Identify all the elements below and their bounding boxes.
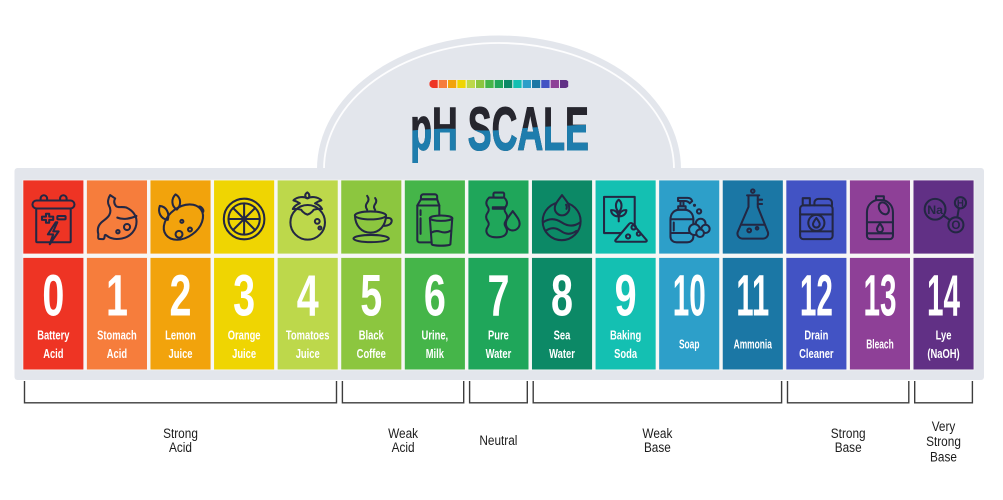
- svg-text:Tomatoes: Tomatoes: [286, 328, 330, 342]
- svg-text:Sea: Sea: [554, 328, 571, 342]
- svg-text:Na: Na: [927, 203, 943, 217]
- svg-text:pH SCALE: pH SCALE: [410, 95, 589, 163]
- svg-text:Base: Base: [644, 440, 671, 455]
- svg-text:Soda: Soda: [614, 347, 638, 361]
- svg-text:Soap: Soap: [679, 338, 700, 352]
- svg-text:Bleach: Bleach: [866, 338, 894, 352]
- svg-text:Ammonia: Ammonia: [734, 338, 773, 352]
- svg-text:O: O: [951, 219, 960, 232]
- svg-text:11: 11: [736, 264, 769, 329]
- svg-text:Base: Base: [930, 449, 957, 464]
- svg-text:2: 2: [170, 264, 192, 329]
- svg-text:3: 3: [233, 264, 255, 329]
- svg-text:Cleaner: Cleaner: [799, 347, 833, 361]
- svg-text:Weak: Weak: [642, 426, 672, 441]
- svg-text:Orange: Orange: [228, 328, 261, 342]
- svg-text:Black: Black: [359, 328, 384, 342]
- svg-text:pH SCALE: pH SCALE: [410, 95, 589, 163]
- svg-text:Neutral: Neutral: [479, 433, 517, 448]
- svg-text:5: 5: [360, 264, 382, 329]
- svg-text:Very: Very: [932, 419, 956, 434]
- svg-text:7: 7: [487, 264, 509, 329]
- svg-text:Strong: Strong: [831, 426, 866, 441]
- svg-text:Drain: Drain: [804, 328, 828, 342]
- svg-text:4: 4: [297, 264, 319, 329]
- svg-text:Base: Base: [835, 440, 862, 455]
- svg-text:Urine,: Urine,: [422, 328, 449, 342]
- svg-text:Battery: Battery: [37, 328, 69, 342]
- svg-text:(NaOH): (NaOH): [927, 347, 959, 361]
- svg-text:Lye: Lye: [936, 328, 952, 342]
- svg-text:Acid: Acid: [392, 440, 415, 455]
- svg-text:1: 1: [106, 264, 128, 329]
- svg-text:0: 0: [42, 264, 64, 329]
- svg-text:Acid: Acid: [43, 347, 63, 361]
- svg-text:14: 14: [927, 264, 960, 329]
- svg-text:10: 10: [673, 264, 706, 329]
- svg-text:Juice: Juice: [296, 347, 320, 361]
- svg-text:Acid: Acid: [169, 440, 192, 455]
- svg-text:Juice: Juice: [169, 347, 193, 361]
- svg-text:Milk: Milk: [426, 347, 444, 361]
- svg-text:Stomach: Stomach: [97, 328, 137, 342]
- svg-text:Weak: Weak: [388, 426, 418, 441]
- svg-text:8: 8: [551, 264, 573, 329]
- svg-text:Baking: Baking: [610, 328, 641, 342]
- svg-text:Lemon: Lemon: [165, 328, 196, 342]
- svg-text:Pure: Pure: [488, 328, 509, 342]
- svg-text:13: 13: [863, 264, 896, 329]
- svg-text:Strong: Strong: [926, 434, 961, 449]
- svg-text:Coffee: Coffee: [357, 347, 386, 361]
- svg-text:Juice: Juice: [232, 347, 256, 361]
- svg-text:Acid: Acid: [107, 347, 127, 361]
- svg-text:Water: Water: [486, 347, 512, 361]
- svg-text:9: 9: [615, 264, 637, 329]
- svg-text:Strong: Strong: [163, 426, 198, 441]
- svg-text:12: 12: [800, 264, 833, 329]
- svg-text:6: 6: [424, 264, 446, 329]
- svg-text:H: H: [957, 199, 964, 210]
- svg-text:Water: Water: [549, 347, 575, 361]
